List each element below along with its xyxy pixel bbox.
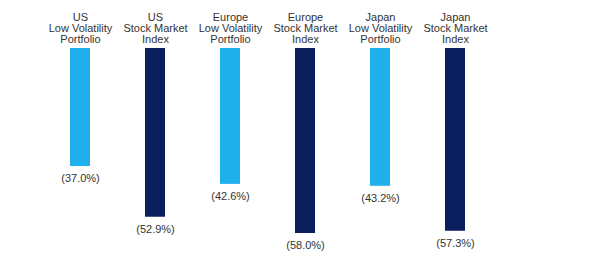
svg-text:USStock MarketIndex: USStock MarketIndex bbox=[123, 11, 187, 45]
svg-text:EuropeStock MarketIndex: EuropeStock MarketIndex bbox=[273, 11, 337, 45]
svg-text:(37.0%): (37.0%) bbox=[61, 172, 100, 184]
svg-text:(57.3%): (57.3%) bbox=[436, 237, 475, 249]
svg-text:JapanStock MarketIndex: JapanStock MarketIndex bbox=[423, 11, 487, 45]
svg-text:USLow VolatilityPortfolio: USLow VolatilityPortfolio bbox=[49, 11, 113, 45]
svg-text:(52.9%): (52.9%) bbox=[136, 223, 175, 235]
svg-text:JapanLow VolatilityPortfolio: JapanLow VolatilityPortfolio bbox=[349, 11, 413, 45]
svg-text:(42.6%): (42.6%) bbox=[211, 190, 250, 202]
svg-text:EuropeLow VolatilityPortfolio: EuropeLow VolatilityPortfolio bbox=[199, 11, 263, 45]
svg-text:(58.0%): (58.0%) bbox=[286, 239, 325, 251]
svg-text:(43.2%): (43.2%) bbox=[361, 192, 400, 204]
